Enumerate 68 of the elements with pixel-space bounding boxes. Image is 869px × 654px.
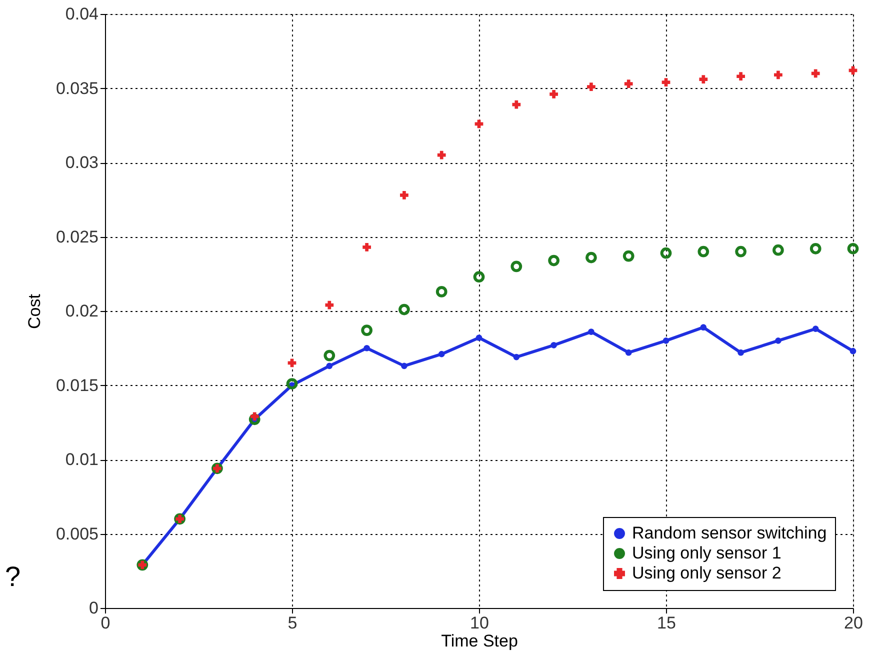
point xyxy=(248,414,260,426)
point xyxy=(436,286,448,298)
y-tick-label: 0.015 xyxy=(56,376,98,395)
legend-label: Using only sensor 2 xyxy=(632,564,782,582)
point xyxy=(476,334,482,341)
point xyxy=(622,250,634,262)
point xyxy=(400,190,408,200)
point xyxy=(848,66,858,75)
y-tick-label: 0.02 xyxy=(65,302,98,320)
point xyxy=(401,362,408,370)
point xyxy=(550,90,558,98)
point xyxy=(325,300,334,310)
point xyxy=(586,252,597,264)
point xyxy=(735,246,746,258)
point xyxy=(587,82,596,91)
point xyxy=(474,120,484,128)
point xyxy=(550,342,557,348)
point xyxy=(361,324,372,336)
y-tick-label: 0.035 xyxy=(56,78,98,98)
point xyxy=(362,242,371,252)
point xyxy=(625,349,632,356)
point xyxy=(588,328,594,335)
point xyxy=(624,80,633,88)
point xyxy=(510,260,522,272)
point xyxy=(324,350,336,362)
point xyxy=(662,338,670,344)
x-tick-label: 5 xyxy=(288,614,298,632)
point xyxy=(810,242,822,254)
x-tick-label: 20 xyxy=(844,614,863,632)
point xyxy=(775,338,782,344)
point xyxy=(850,348,856,354)
y-tick-label: 0.01 xyxy=(65,450,98,469)
point xyxy=(250,412,259,421)
point xyxy=(811,69,820,78)
x-tick-label: 0 xyxy=(100,614,110,632)
legend-label: Random sensor switching xyxy=(632,524,827,542)
point xyxy=(286,378,298,390)
point xyxy=(698,246,710,258)
point xyxy=(812,326,819,332)
point xyxy=(700,324,707,330)
point xyxy=(660,247,672,259)
x-tick-label: 15 xyxy=(657,614,676,632)
point xyxy=(847,242,859,254)
y-tick-label: 0.03 xyxy=(65,153,98,172)
point xyxy=(736,72,745,81)
point xyxy=(513,354,520,360)
y-tick-label: 0.025 xyxy=(56,227,98,246)
x-axis-title: Time Step xyxy=(441,632,518,650)
point xyxy=(738,349,744,356)
point xyxy=(774,70,782,80)
point xyxy=(662,78,670,86)
y-tick-label: 0.04 xyxy=(65,4,98,24)
point xyxy=(326,362,333,370)
point xyxy=(438,350,445,358)
y-axis-title: Cost xyxy=(24,294,44,329)
point xyxy=(512,100,521,109)
y-tick-label: 0.005 xyxy=(56,524,98,544)
point xyxy=(473,271,485,283)
y-tick-label: 0 xyxy=(89,598,98,618)
point xyxy=(548,254,560,266)
legend-label: Using only sensor 1 xyxy=(632,544,782,562)
point xyxy=(364,344,370,352)
x-tick-label: 10 xyxy=(470,614,489,632)
text: ? xyxy=(5,561,21,592)
point xyxy=(398,304,410,316)
point xyxy=(699,75,708,84)
point xyxy=(437,150,446,160)
point xyxy=(772,244,784,256)
